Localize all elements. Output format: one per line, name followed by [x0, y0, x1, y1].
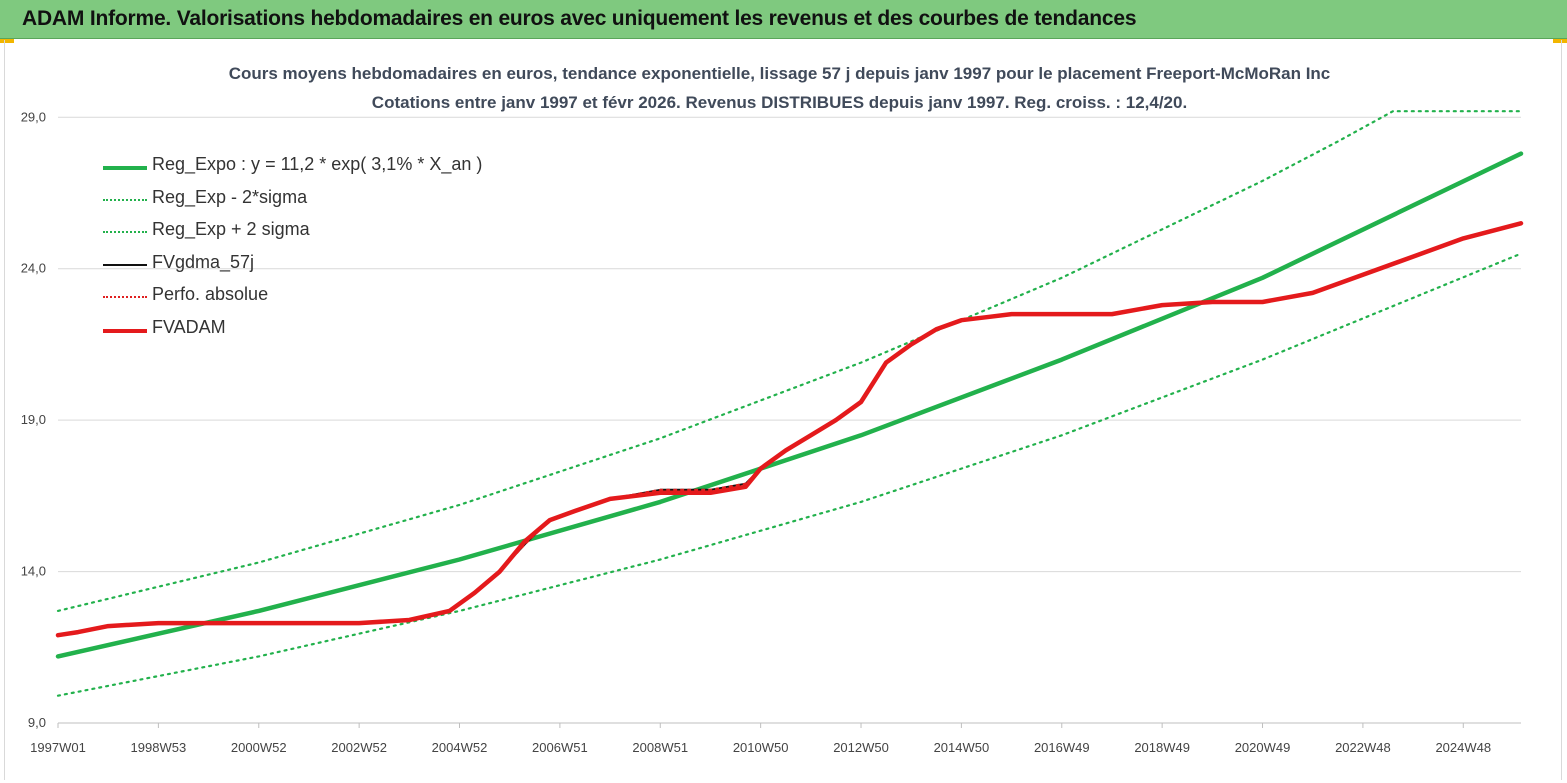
axes — [57, 722, 1521, 728]
y-tick-labels: 9,0 14,0 19,0 24,0 29,0 — [21, 109, 46, 730]
x-tick-label: 2020W49 — [1235, 740, 1291, 755]
x-tick-label: 1997W01 — [30, 740, 86, 755]
y-tick-label: 29,0 — [21, 109, 46, 124]
x-tick-label: 2014W50 — [934, 740, 990, 755]
x-tick-label: 2012W50 — [833, 740, 889, 755]
series-line-2 — [56, 110, 1523, 612]
legend-swatch — [103, 296, 147, 299]
x-tick-label: 2022W48 — [1335, 740, 1391, 755]
y-tick-label: 9,0 — [28, 715, 46, 730]
chart-frame — [4, 40, 1562, 780]
x-tick-label: 2024W48 — [1435, 740, 1491, 755]
x-tick-label: 2016W49 — [1034, 740, 1090, 755]
x-tick-label: 2006W51 — [532, 740, 588, 755]
legend-label: FVgdma_57j — [152, 251, 255, 272]
legend-item: Reg_Exp - 2*sigma — [100, 185, 520, 218]
chart-title: Cours moyens hebdomadaires en euros, ten… — [228, 64, 1331, 83]
x-tick-label: 2002W52 — [331, 740, 387, 755]
corner-mark-left — [0, 39, 14, 43]
x-tick-label: 2008W51 — [632, 740, 688, 755]
series-line-1 — [56, 252, 1523, 697]
y-tick-label: 24,0 — [21, 261, 46, 276]
chart-subtitle: Cotations entre janv 1997 et févr 2026. … — [371, 93, 1188, 112]
legend-swatch — [103, 328, 147, 333]
legend-swatch — [103, 263, 147, 266]
x-tick-label: 2000W52 — [231, 740, 287, 755]
y-tick-label: 19,0 — [21, 412, 46, 427]
legend-item: Reg_Expo : y = 11,2 * exp( 3,1% * X_an ) — [100, 152, 520, 185]
x-tick-label: 2004W52 — [432, 740, 488, 755]
legend-swatch — [103, 166, 147, 170]
legend-label: Perfo. absolue — [152, 284, 269, 305]
series-line-5 — [55, 221, 1524, 638]
series-lines — [55, 110, 1524, 697]
legend-item: FVgdma_57j — [100, 250, 520, 283]
report-title: ADAM Informe. Valorisations hebdomadaire… — [22, 7, 1137, 30]
legend-label: Reg_Exp - 2*sigma — [152, 186, 308, 207]
legend-swatch — [103, 231, 147, 234]
legend-label: FVADAM — [152, 316, 226, 337]
corner-mark-right — [1553, 39, 1567, 43]
x-tick-label: 2018W49 — [1134, 740, 1190, 755]
x-tick-labels: 1997W01 1998W53 2000W52 2002W52 2004W52 2006W… — [30, 740, 1491, 755]
report-header: ADAM Informe. Valorisations hebdomadaire… — [0, 0, 1567, 39]
x-tick-label: 1998W53 — [131, 740, 187, 755]
y-tick-label: 14,0 — [21, 564, 46, 579]
legend-item: Reg_Exp + 2 sigma — [100, 217, 520, 250]
legend-label: Reg_Expo : y = 11,2 * exp( 3,1% * X_an ) — [152, 154, 483, 174]
legend-item: Perfo. absolue — [100, 282, 520, 315]
legend-item: FVADAM — [100, 315, 520, 348]
x-tick-label: 2010W50 — [733, 740, 789, 755]
legend-swatch — [103, 198, 147, 201]
legend-label: Reg_Exp + 2 sigma — [152, 219, 310, 240]
chart-legend: Reg_Expo : y = 11,2 * exp( 3,1% * X_an )… — [100, 152, 520, 348]
